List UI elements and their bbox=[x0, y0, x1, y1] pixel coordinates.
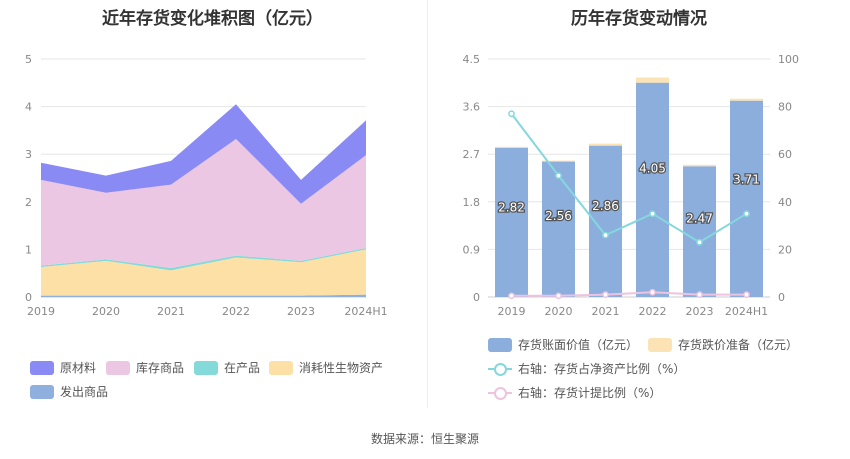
left-area-3 bbox=[41, 249, 366, 296]
left-x-tick-label: 2022 bbox=[222, 305, 250, 318]
legend-label: 右轴：存货计提比例（%） bbox=[518, 386, 662, 400]
legend-swatch bbox=[30, 360, 54, 375]
book-value-bar bbox=[730, 100, 763, 297]
legend-item-impairment[interactable]: 存货跌价准备（亿元） bbox=[648, 336, 798, 353]
right-x-tick-label: 2021 bbox=[592, 305, 620, 318]
right-right-y-tick-label: 60 bbox=[778, 148, 792, 161]
legend-swatch bbox=[488, 337, 512, 352]
legend-item-goods-shipped[interactable]: 发出商品 bbox=[30, 383, 108, 400]
left-area-1 bbox=[41, 138, 366, 268]
left-y-tick-label: 3 bbox=[25, 148, 32, 161]
legend-line-swatch bbox=[488, 362, 512, 376]
right-left-y-tick-label: 0.9 bbox=[463, 243, 481, 256]
right-right-y-tick-label: 80 bbox=[778, 101, 792, 114]
line-series-1 bbox=[511, 291, 747, 297]
left-area-0 bbox=[41, 104, 366, 204]
line-point bbox=[743, 210, 750, 218]
right-left-y-tick-label: 2.7 bbox=[463, 148, 481, 161]
line-point bbox=[649, 210, 656, 218]
legend-item-raw-materials[interactable]: 原材料 bbox=[30, 359, 96, 376]
right-left-y-tick-label: 1.8 bbox=[463, 196, 481, 209]
legend-item-biological-assets[interactable]: 消耗性生物资产 bbox=[269, 359, 383, 376]
left-chart-title: 近年存货变化堆积图（亿元） bbox=[102, 9, 323, 29]
left-y-tick-label: 4 bbox=[25, 101, 32, 114]
right-left-y-tick-label: 0 bbox=[473, 291, 480, 304]
legend-item-book-value[interactable]: 存货账面价值（亿元） bbox=[488, 336, 638, 353]
left-x-tick-label: 2023 bbox=[287, 305, 315, 318]
right-right-y-tick-label: 100 bbox=[778, 53, 799, 66]
legend-swatch bbox=[30, 384, 54, 399]
bar-value-label: 2.47 bbox=[686, 212, 713, 226]
bar-value-label: 3.71 bbox=[733, 172, 760, 186]
right-right-y-tick-label: 0 bbox=[778, 291, 785, 304]
legend-item-provision-ratio[interactable]: 右轴：存货计提比例（%） bbox=[488, 384, 661, 401]
legend-label: 原材料 bbox=[60, 361, 97, 375]
data-source-note: 数据来源：恒生聚源 bbox=[370, 432, 479, 446]
left-y-tick-label: 1 bbox=[25, 243, 32, 256]
legend-swatch bbox=[269, 360, 293, 375]
bar-value-label: 2.86 bbox=[592, 199, 619, 213]
legend-label: 消耗性生物资产 bbox=[299, 361, 384, 375]
left-y-tick-label: 5 bbox=[25, 53, 32, 66]
impairment-bar bbox=[542, 160, 575, 162]
right-left-y-tick-label: 3.6 bbox=[463, 101, 481, 114]
left-x-tick-label: 2020 bbox=[92, 305, 120, 318]
impairment-bar bbox=[589, 143, 622, 146]
panel-divider bbox=[427, 0, 428, 408]
line-point bbox=[555, 292, 562, 300]
book-value-bar bbox=[542, 161, 575, 297]
line-point bbox=[508, 110, 515, 118]
legend-label: 存货跌价准备（亿元） bbox=[678, 338, 799, 352]
impairment-bar bbox=[495, 146, 528, 148]
line-point bbox=[555, 172, 562, 179]
line-point bbox=[649, 288, 656, 296]
left-area-4 bbox=[41, 294, 366, 297]
left-x-tick-label: 2019 bbox=[27, 305, 55, 318]
legend-label: 右轴：存货占净资产比例（%） bbox=[518, 362, 686, 376]
legend-label: 发出商品 bbox=[60, 385, 109, 399]
right-x-tick-label: 2024H1 bbox=[725, 305, 768, 318]
legend-swatch bbox=[194, 360, 218, 375]
legend-label: 库存商品 bbox=[136, 361, 185, 375]
legend-label: 在产品 bbox=[224, 361, 261, 375]
bar-value-label: 2.82 bbox=[498, 201, 525, 215]
right-left-y-tick-label: 4.5 bbox=[463, 53, 481, 66]
line-point bbox=[602, 291, 609, 298]
right-x-tick-label: 2023 bbox=[686, 305, 714, 318]
bar-value-label: 2.56 bbox=[545, 209, 572, 223]
left-x-tick-label: 2021 bbox=[157, 305, 185, 318]
left-y-tick-label: 2 bbox=[25, 196, 32, 209]
right-x-tick-label: 2019 bbox=[498, 305, 526, 318]
impairment-bar bbox=[730, 98, 763, 101]
line-point bbox=[508, 292, 515, 300]
impairment-bar bbox=[683, 164, 716, 167]
legend-swatch bbox=[648, 337, 672, 352]
book-value-bar bbox=[636, 82, 669, 297]
legend-label: 存货账面价值（亿元） bbox=[518, 338, 639, 352]
bar-value-label: 4.05 bbox=[639, 161, 666, 175]
impairment-bar bbox=[636, 77, 669, 83]
right-chart-title: 历年存货变动情况 bbox=[571, 9, 707, 29]
line-point bbox=[696, 291, 703, 298]
line-point bbox=[696, 238, 703, 246]
book-value-bar bbox=[495, 147, 528, 297]
legend-line-swatch bbox=[488, 386, 512, 400]
left-y-tick-label: 0 bbox=[25, 291, 32, 304]
right-x-tick-label: 2020 bbox=[545, 305, 573, 318]
line-series-0 bbox=[510, 113, 748, 244]
legend-swatch bbox=[106, 360, 130, 375]
legend-item-wip[interactable]: 在产品 bbox=[194, 359, 260, 376]
line-point bbox=[743, 291, 750, 298]
right-right-y-tick-label: 20 bbox=[778, 243, 792, 256]
right-right-y-tick-label: 40 bbox=[778, 196, 792, 209]
legend-item-ratio-net-assets[interactable]: 右轴：存货占净资产比例（%） bbox=[488, 360, 685, 377]
legend-item-finished-goods[interactable]: 库存商品 bbox=[106, 359, 184, 376]
line-point bbox=[602, 231, 609, 239]
book-value-bar bbox=[683, 166, 716, 297]
left-x-tick-label: 2024H1 bbox=[344, 305, 387, 318]
right-x-tick-label: 2022 bbox=[639, 305, 667, 318]
